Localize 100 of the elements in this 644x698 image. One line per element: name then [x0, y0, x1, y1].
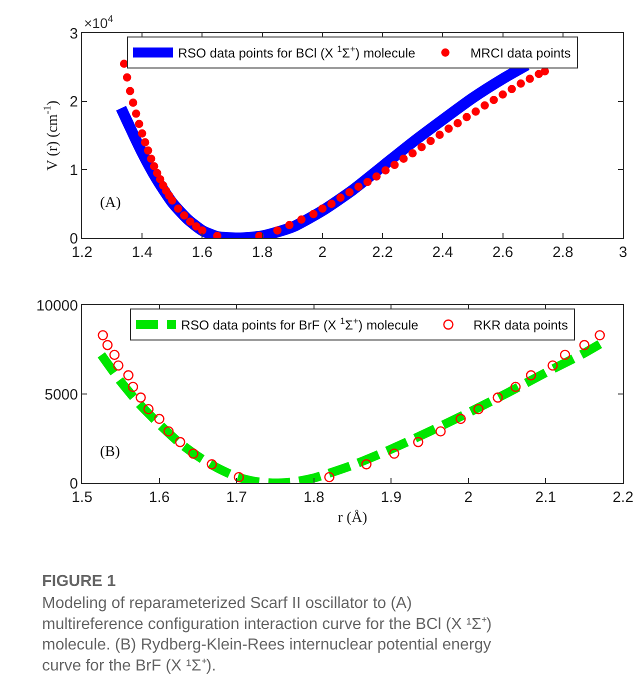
- point: [534, 70, 543, 78]
- point: [560, 350, 570, 360]
- legend-label: RKR data points: [473, 318, 569, 333]
- point: [138, 129, 146, 138]
- point: [297, 215, 306, 224]
- point: [163, 426, 174, 437]
- y-tick-label: 1: [70, 162, 78, 179]
- point: [490, 96, 498, 104]
- point: [327, 200, 336, 208]
- point: [273, 226, 282, 235]
- point: [492, 392, 503, 403]
- y-tick-label: 10000: [36, 297, 78, 314]
- point: [579, 340, 590, 350]
- point: [109, 350, 120, 360]
- legend-label: MRCI data points: [470, 46, 572, 61]
- point: [361, 459, 372, 470]
- point: [473, 404, 484, 414]
- point: [526, 74, 534, 83]
- point: [255, 232, 264, 238]
- point: [192, 222, 200, 231]
- point: [134, 120, 144, 128]
- point: [516, 79, 525, 88]
- x-tick-label: 3: [618, 244, 628, 261]
- point: [154, 414, 164, 424]
- point: [128, 98, 138, 107]
- point: [526, 370, 536, 380]
- point: [144, 146, 152, 155]
- point: [180, 211, 188, 220]
- annotation: (A): [100, 195, 121, 211]
- point: [198, 226, 206, 235]
- x-tick-label: 1.9: [380, 489, 402, 506]
- x-axis-title: r (Å): [338, 509, 368, 526]
- point: [426, 136, 435, 146]
- x-tick-label: 2.6: [492, 244, 514, 261]
- point: [318, 204, 327, 213]
- point: [206, 459, 217, 470]
- text: Modeling of reparameterized Scarf II oscillator to (A) multireference configuration interaction curve for the BCl (X ¹Σ⁺) molecule. (B) Rydberg-Klein-Rees internuclear potential energy curve for the BrF (X ¹Σ⁺).: [42, 595, 492, 674]
- x-tick-label: 2: [464, 489, 473, 506]
- point: [285, 220, 294, 230]
- point: [98, 330, 108, 340]
- caption: FIGURE 1: [42, 573, 116, 590]
- legend-label: RSO data points for BCl (X $^{1}$Σ$^{+}$) molecule: [178, 44, 416, 61]
- x-tick-label: 2.1: [535, 489, 556, 506]
- x-tick-label: 2.2: [612, 489, 634, 506]
- x-tick-label: 1.8: [303, 489, 324, 506]
- point: [413, 436, 424, 448]
- point: [472, 107, 480, 116]
- point: [462, 112, 471, 122]
- point: [186, 217, 194, 226]
- point: [143, 404, 154, 414]
- x-tick-label: 1.8: [252, 244, 273, 261]
- x-tick-label: 1.6: [148, 489, 170, 506]
- point: [417, 142, 426, 152]
- point: [102, 340, 113, 350]
- point: [480, 101, 489, 110]
- point: [213, 232, 222, 238]
- point: [389, 448, 400, 459]
- point: [123, 370, 134, 380]
- point: [140, 138, 150, 146]
- point: [132, 109, 140, 118]
- x-tick-label: 2: [318, 244, 327, 261]
- point: [174, 204, 182, 213]
- point: [122, 73, 132, 82]
- point: [345, 188, 354, 196]
- point: [456, 414, 466, 424]
- point: [510, 382, 521, 392]
- point: [168, 196, 176, 205]
- x-tick-label: 2.8: [552, 244, 574, 261]
- legend-label: RSO data points for BrF (X $^{1}$Σ$^{+}$) molecule: [181, 316, 418, 333]
- point: [309, 210, 318, 218]
- x-tick-label: 2.2: [372, 244, 393, 261]
- y-tick-label: 3: [70, 25, 78, 42]
- point: [150, 162, 158, 170]
- point: [390, 160, 399, 170]
- point: [498, 90, 507, 99]
- point: [234, 472, 244, 482]
- point: [381, 166, 390, 174]
- point: [126, 86, 134, 96]
- point: [435, 426, 446, 437]
- point: [336, 194, 345, 202]
- point: [436, 130, 444, 139]
- point: [324, 472, 334, 482]
- point: [363, 178, 372, 186]
- x-tick-label: 1.6: [192, 244, 213, 261]
- point: [188, 448, 198, 459]
- point: [175, 436, 186, 448]
- point: [408, 149, 417, 158]
- x-tick-label: 2.4: [432, 244, 454, 261]
- point: [372, 172, 381, 181]
- x-tick-label: 1.7: [226, 489, 247, 506]
- point: [444, 124, 453, 133]
- point: [136, 392, 146, 403]
- text: ×10$^{4}$: [84, 14, 114, 31]
- point: [548, 360, 558, 371]
- point: [113, 360, 124, 371]
- x-tick-label: 1.4: [132, 244, 153, 261]
- point: [152, 168, 162, 178]
- point: [128, 382, 138, 392]
- point: [156, 175, 164, 184]
- point: [594, 330, 605, 340]
